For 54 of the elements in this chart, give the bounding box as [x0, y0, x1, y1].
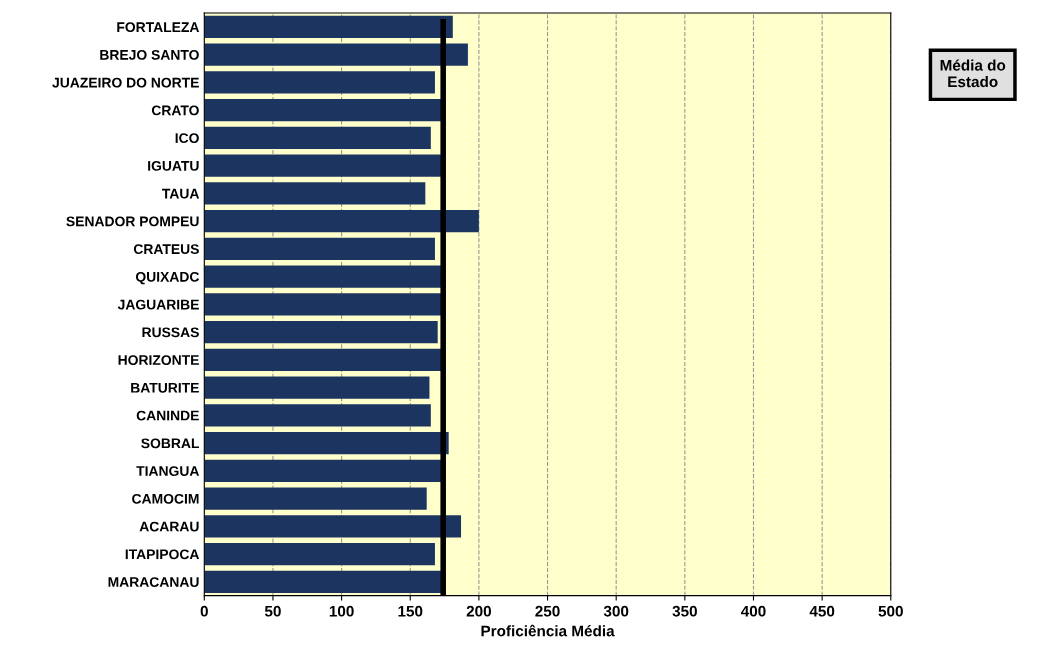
x-tick-label: 100: [329, 605, 354, 617]
y-tick-label: TAUA: [162, 188, 200, 199]
y-tick-label: ITAPIPOCA: [125, 549, 200, 560]
bar: [204, 431, 449, 455]
y-tick-label: CRATEUS: [133, 244, 199, 255]
bar: [204, 126, 431, 149]
y-tick-label: MARACANAU: [108, 577, 199, 587]
y-tick-label: BREJO SANTO: [100, 49, 199, 60]
x-tick-label: 250: [535, 605, 560, 617]
x-tick-label: 50: [264, 605, 281, 617]
bar: [204, 348, 442, 371]
bar: [204, 293, 442, 316]
y-tick-label: SOBRAL: [141, 438, 199, 449]
x-axis-title: Proficiência Média: [481, 624, 615, 637]
bar: [204, 487, 427, 510]
x-tick-label: 150: [398, 605, 423, 617]
y-tick-label: FORTALEZA: [117, 22, 200, 33]
bar: [204, 265, 442, 288]
y-tick-label: BATURITE: [131, 383, 199, 393]
x-tick-label: 0: [200, 605, 208, 617]
bar: [204, 15, 453, 38]
y-tick-label: HORIZONTE: [118, 355, 199, 365]
bar: [204, 320, 438, 344]
x-tick-label: 500: [878, 605, 903, 617]
y-tick-label: IGUATU: [148, 160, 199, 171]
y-tick-label: CANINDE: [136, 410, 199, 421]
bar: [204, 154, 442, 177]
y-tick-label: SENADOR POMPEU: [66, 216, 199, 227]
x-tick-label: 450: [809, 605, 835, 617]
y-tick-label: TIANGUA: [136, 466, 200, 476]
bar: [204, 376, 430, 399]
y-tick-label: ICO: [175, 133, 199, 144]
bar: [204, 515, 462, 538]
bar: [204, 404, 431, 427]
y-tick-label: QUIXADC: [135, 271, 200, 285]
x-tick-label: 400: [740, 605, 766, 617]
bar: [204, 99, 442, 122]
x-tick-label: 200: [466, 605, 492, 617]
bar: [204, 237, 435, 260]
y-tick-label: CAMOCIM: [132, 493, 199, 504]
bar: [204, 71, 435, 94]
bar: [204, 182, 426, 205]
y-tick-label: JAGUARIBE: [117, 299, 199, 310]
x-tick-label: 300: [603, 605, 629, 617]
ref-line-label: Média do Estado: [940, 59, 1006, 88]
bar: [204, 210, 479, 233]
x-tick-label: 350: [672, 605, 697, 617]
y-tick-label: JUAZEIRO DO NORTE: [52, 77, 199, 88]
bar: [204, 43, 468, 66]
y-tick-label: CRATO: [151, 105, 199, 116]
bar: [204, 459, 442, 482]
y-tick-label: ACARAU: [139, 521, 199, 532]
bar: [204, 542, 435, 566]
y-tick-label: RUSSAS: [142, 327, 199, 338]
